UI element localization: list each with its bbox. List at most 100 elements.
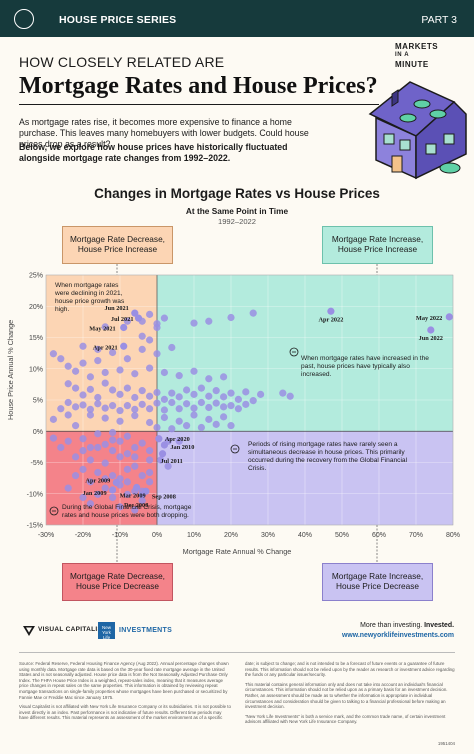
data-point — [227, 402, 235, 410]
data-point — [190, 367, 198, 375]
page-title: Mortgage Rates and House Prices? — [19, 73, 378, 99]
data-point — [190, 411, 198, 419]
data-point — [227, 422, 235, 430]
y-tick-label: 5% — [33, 398, 43, 405]
x-tick-label: 40% — [298, 532, 312, 539]
tagline: More than investing. Invested. — [360, 622, 454, 629]
data-point — [242, 388, 250, 396]
point-label: Jun 2022 — [419, 335, 443, 342]
x-axis-label: Mortgage Rate Annual % Change — [182, 547, 292, 556]
data-point — [157, 456, 165, 464]
data-point — [79, 493, 87, 502]
data-point — [160, 406, 168, 414]
quadrant-label-line: Mortgage Rate Decrease, — [69, 234, 165, 244]
labeled-data-point — [133, 483, 141, 492]
labeled-data-point — [120, 323, 128, 332]
data-point — [109, 428, 117, 437]
data-point — [153, 423, 161, 432]
y-tick-label: 15% — [29, 335, 43, 342]
annotation-gfc-recovery: Periods of rising mortgage rates have ra… — [248, 441, 408, 472]
data-point — [131, 370, 139, 378]
data-point — [94, 468, 102, 477]
data-point — [146, 364, 154, 372]
quadrant-label-line: House Price Increase — [337, 244, 418, 254]
data-point — [175, 393, 183, 401]
data-point — [109, 447, 117, 455]
data-point — [131, 393, 139, 402]
quadrant-fill-bottom-right — [157, 431, 453, 525]
footer-rule — [19, 652, 455, 653]
data-point — [101, 379, 109, 387]
labeled-data-point — [327, 307, 335, 315]
annotation-rising-rates: When mortgage rates have increased in th… — [301, 355, 429, 378]
data-point — [64, 398, 72, 407]
data-point — [160, 368, 168, 377]
data-point — [72, 367, 80, 375]
data-point — [116, 453, 124, 461]
data-point — [220, 413, 228, 421]
data-point — [138, 472, 146, 480]
data-point — [131, 506, 139, 514]
data-point — [49, 434, 58, 442]
data-point — [257, 390, 265, 398]
labeled-data-point — [120, 342, 128, 350]
data-point — [131, 443, 139, 452]
footer-left-column: Source: Federal Reserve, Federal Housing… — [19, 661, 232, 725]
y-tick-label: 0% — [33, 429, 43, 436]
quadrant-label-line: Mortgage Rate Decrease, — [69, 571, 165, 581]
x-tick-label: 80% — [446, 532, 460, 539]
tagline-part-1: More than investing. — [360, 622, 425, 629]
data-point — [64, 437, 72, 445]
data-point — [109, 436, 117, 444]
data-point — [175, 405, 183, 413]
labeled-data-point — [155, 435, 163, 443]
data-point — [183, 422, 191, 430]
data-point — [123, 317, 131, 325]
y-tick-label: -10% — [27, 491, 43, 498]
eyebrow: HOW CLOSELY RELATED ARE — [19, 54, 225, 70]
part-label: PART 3 — [421, 14, 457, 26]
data-point — [286, 392, 294, 400]
chart-subtitle: At the Same Point in Time — [185, 206, 289, 216]
x-tick-label: 50% — [335, 532, 349, 539]
labeled-data-point — [158, 450, 167, 458]
source-note: Source: Federal Reserve, Federal Housing… — [19, 661, 229, 700]
data-point — [79, 359, 87, 367]
data-point — [109, 493, 117, 502]
data-point — [109, 386, 117, 394]
x-tick-label: 20% — [224, 532, 238, 539]
data-point — [168, 343, 176, 352]
data-point — [220, 403, 228, 411]
data-point — [138, 487, 146, 495]
data-point — [101, 459, 109, 467]
data-point — [57, 355, 65, 363]
data-point — [249, 309, 257, 317]
data-point — [153, 320, 161, 328]
labeled-data-point — [134, 314, 143, 322]
data-point — [57, 443, 65, 452]
data-point — [86, 405, 94, 413]
data-point — [123, 355, 131, 363]
data-point — [116, 437, 124, 445]
data-point — [116, 475, 124, 483]
data-point — [64, 380, 72, 388]
data-point — [101, 414, 109, 422]
point-label: Apr 2022 — [318, 316, 343, 323]
disclaimer-continued: date; is subject to change; and is not i… — [245, 661, 455, 678]
data-point — [72, 453, 80, 461]
x-tick-label: -30% — [38, 532, 54, 539]
data-point — [212, 420, 220, 428]
x-tick-label: 70% — [409, 532, 423, 539]
data-point — [175, 417, 183, 425]
data-point — [94, 430, 102, 438]
sponsor-url-link[interactable]: www.newyorklifeinvestments.com — [342, 632, 454, 639]
labeled-data-point — [160, 441, 168, 449]
data-point — [146, 310, 154, 318]
series-label: HOUSE PRICE SERIES — [59, 14, 177, 26]
point-label: Dec 2008 — [124, 502, 148, 509]
data-point — [212, 399, 220, 407]
data-point — [131, 405, 139, 413]
data-point — [138, 497, 146, 505]
data-point — [123, 490, 131, 498]
info-marker-icon — [49, 506, 59, 516]
